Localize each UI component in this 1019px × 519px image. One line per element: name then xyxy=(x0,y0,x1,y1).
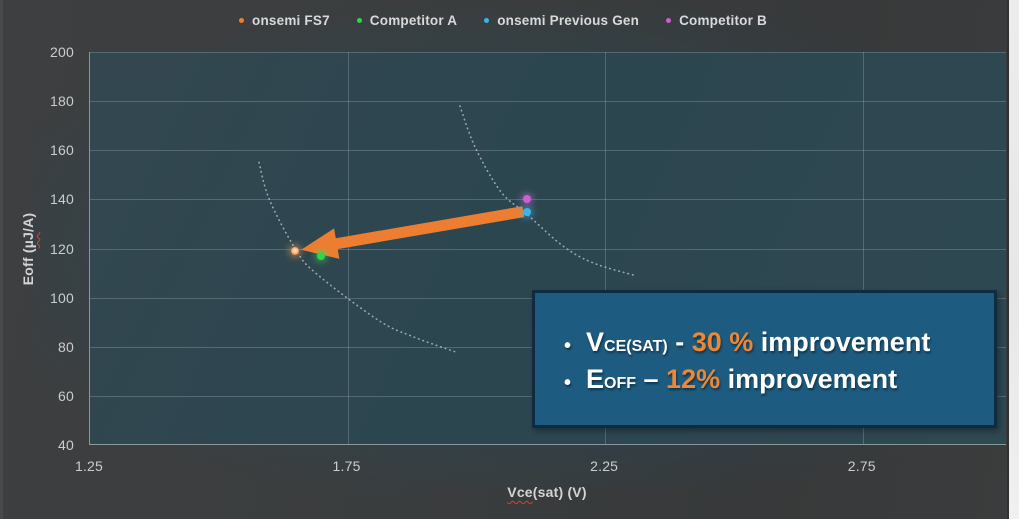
callout-symbol: V xyxy=(586,327,605,357)
legend-label: Competitor B xyxy=(679,12,767,28)
data-point-competitor-b xyxy=(522,195,531,204)
callout-dash: - xyxy=(667,327,692,357)
x-axis-title-spellcheck: Vce xyxy=(507,484,533,500)
callout-text: improvement xyxy=(720,364,898,394)
x-tick-label: 2.25 xyxy=(590,458,619,474)
legend-label: Competitor A xyxy=(369,12,458,28)
chart-legend: onsemi FS7 Competitor A onsemi Previous Ge… xyxy=(0,8,1006,32)
y-axis-title-pre: Eoff ( xyxy=(20,248,36,286)
callout-dash: – xyxy=(636,364,667,394)
window-right-strip xyxy=(1007,0,1019,519)
callout-subscript: CE(SAT) xyxy=(604,338,668,355)
callout-subscript: OFF xyxy=(604,375,637,392)
y-tick-label: 60 xyxy=(58,387,74,404)
legend-item: onsemi Previous Gen xyxy=(484,13,639,28)
data-point-onsemi-previous-gen xyxy=(522,207,531,216)
x-axis-title-rest: (sat) (V) xyxy=(532,484,587,500)
legend-label: onsemi FS7 xyxy=(252,12,330,28)
y-tick-label: 80 xyxy=(58,338,74,355)
gridline-v xyxy=(347,52,349,444)
gridline-h xyxy=(90,150,1006,152)
legend-dot-icon xyxy=(666,17,672,23)
y-tick-label: 180 xyxy=(50,93,74,110)
callout-text: improvement xyxy=(753,327,931,357)
gridline-h xyxy=(90,52,1006,53)
callout-line: • V CE(SAT) - 30 % improvement xyxy=(563,327,931,357)
improvement-callout-box: • V CE(SAT) - 30 % improvement • E OFF – 12% … xyxy=(532,290,997,428)
callout-symbol: E xyxy=(586,364,605,394)
gridline-h xyxy=(90,199,1006,201)
x-tick-label: 1.75 xyxy=(332,458,361,474)
y-tick-label: 160 xyxy=(50,142,74,159)
callout-value: 12% xyxy=(666,364,721,394)
y-axis-title-post: /A) xyxy=(20,212,36,233)
legend-label: onsemi Previous Gen xyxy=(497,12,640,28)
x-tick-label: 2.75 xyxy=(847,458,876,474)
callout-value: 30 % xyxy=(691,327,754,357)
gridline-h xyxy=(90,248,1006,250)
y-tick-label: 200 xyxy=(50,44,74,60)
gridline-v xyxy=(862,52,864,444)
callout-lines: • V CE(SAT) - 30 % improvement • E OFF – 12% … xyxy=(535,293,994,401)
slide-left-edge xyxy=(0,0,3,519)
y-tick-label: 100 xyxy=(50,289,74,306)
y-tick-label: 120 xyxy=(50,240,74,257)
legend-item: Competitor A xyxy=(356,12,458,28)
y-axis-title-spellcheck: µJ xyxy=(20,232,36,249)
y-axis-title: Eoff (µJ/A) xyxy=(20,169,36,329)
callout-line: • E OFF – 12% improvement xyxy=(563,364,898,394)
legend-dot-icon xyxy=(484,17,490,23)
gridline-h xyxy=(90,101,1006,103)
legend-dot-icon xyxy=(356,17,362,23)
x-tick-label: 1.25 xyxy=(74,458,104,474)
data-point-competitor-a xyxy=(316,251,325,260)
legend-item: onsemi FS7 xyxy=(239,13,330,28)
y-tick-label: 40 xyxy=(58,437,74,453)
x-axis-title: Vce(sat) (V) xyxy=(397,484,697,500)
legend-item: Competitor B xyxy=(666,13,767,28)
legend-dot-icon xyxy=(239,17,245,23)
data-point-onsemi-fs7 xyxy=(291,246,300,255)
y-tick-label: 140 xyxy=(50,191,74,208)
